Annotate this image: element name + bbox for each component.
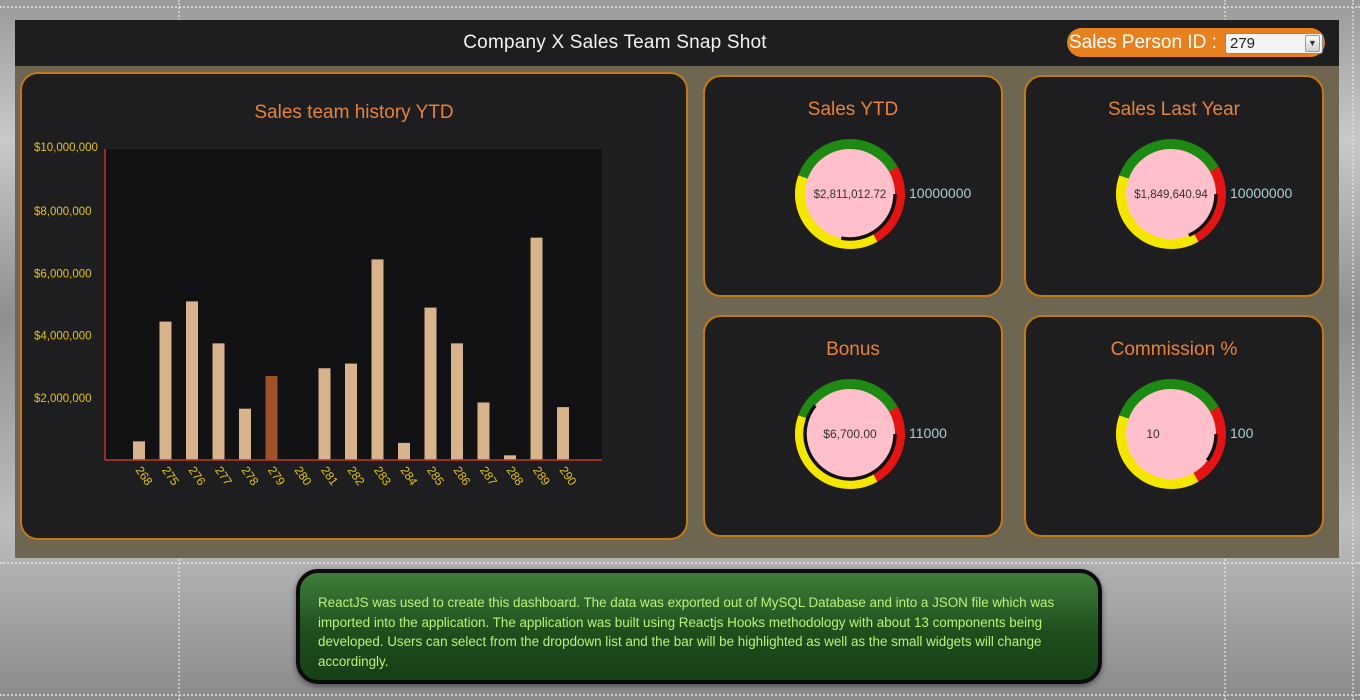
x-tick-label: 268 [133, 464, 156, 489]
sales-last-year-title: Sales Last Year [1107, 99, 1241, 120]
gauge-band-red [1193, 406, 1226, 482]
gauge-value-label: 10 [1146, 427, 1160, 441]
gauge-band-green [1119, 139, 1219, 179]
bar-286[interactable] [451, 343, 463, 460]
sales-ytd-title: Sales YTD [807, 99, 899, 120]
bar-285[interactable] [424, 307, 437, 460]
gauge-value-label: $2,811,012.72 [814, 189, 887, 201]
gauge-value-label: $1,849,640.94 [1134, 189, 1208, 201]
gauge-band-red [1193, 166, 1226, 242]
gauge-progress-arc [1205, 433, 1218, 462]
bar-279[interactable] [265, 376, 278, 460]
chevron-down-icon[interactable]: ▼ [1305, 35, 1320, 52]
bonus-title: Bonus [826, 339, 880, 360]
bar-284[interactable] [398, 442, 410, 460]
bar-268[interactable] [133, 441, 145, 460]
sales-ytd-gauge: $2,811,012.72 10000000 [795, 139, 972, 249]
bar-276[interactable] [186, 301, 198, 460]
x-tick-label: 285 [424, 464, 447, 489]
gauge-band-green [798, 139, 898, 179]
x-tick-label: 279 [265, 464, 288, 489]
sales-history-chart: 268 275 276 277 278 279 280 281 282 283 284 285 286 2… [34, 142, 602, 489]
gauge-band-green [1119, 379, 1219, 419]
gauge-progress-arc [1188, 193, 1218, 237]
gauge-band-green [798, 379, 898, 419]
bar-283[interactable] [371, 259, 384, 460]
gauge-band-yellow [795, 175, 878, 249]
x-tick-label: 289 [530, 464, 553, 489]
gauge-band-red [872, 406, 905, 482]
y-tick-label: $6,000,000 [34, 268, 92, 280]
gauge-max-label: 11000 [909, 425, 947, 441]
x-tick-label: 278 [239, 464, 262, 489]
dashboard: Company X Sales Team Snap Shot Sales Per… [15, 20, 1339, 558]
bar-288[interactable] [504, 455, 516, 460]
bar-275[interactable] [159, 321, 172, 460]
top-bar: Company X Sales Team Snap Shot Sales Per… [15, 20, 1339, 66]
x-tick-label: 284 [398, 464, 421, 489]
x-tick-label: 283 [371, 464, 394, 489]
gauge-band-yellow [795, 415, 878, 489]
commission-card: Commission % 10 100 [1024, 315, 1324, 537]
gauge-max-label: 10000000 [1230, 185, 1293, 201]
sales-history-card: Sales team history YTD 268 275 276 277 278 27… [20, 72, 688, 540]
x-tick-label: 275 [159, 464, 182, 489]
commission-gauge: 10 100 [1116, 379, 1254, 489]
commission-title: Commission % [1110, 339, 1238, 360]
x-tick-label: 280 [292, 464, 315, 489]
x-tick-label: 286 [451, 464, 474, 489]
bar-282[interactable] [345, 363, 357, 460]
x-tick-label: 287 [477, 464, 500, 489]
gauge-face [1121, 384, 1221, 484]
bar-289[interactable] [530, 237, 543, 460]
gauge-progress-arc [840, 193, 897, 241]
bar-287[interactable] [477, 402, 490, 460]
x-tick-label: 282 [345, 464, 368, 489]
gauge-progress-arc [803, 404, 897, 481]
bonus-card: Bonus $6,700.00 11000 [703, 315, 1003, 537]
gauge-band-red [872, 166, 905, 242]
gauge-max-label: 100 [1230, 425, 1254, 441]
x-tick-label: 288 [504, 464, 527, 489]
sales-last-year-gauge: $1,849,640.94 10000000 [1116, 139, 1293, 249]
gauge-face [1121, 144, 1221, 244]
y-tick-label: $2,000,000 [34, 393, 92, 405]
chart-title: Sales team history YTD [254, 102, 454, 123]
y-tick-label: $4,000,000 [34, 331, 92, 343]
gauge-value-label: $6,700.00 [823, 427, 877, 441]
sales-person-selected-value: 279 [1230, 35, 1256, 52]
description-text: ReactJS was used to create this dashboar… [318, 595, 1055, 669]
y-tick-label: $8,000,000 [34, 206, 92, 218]
bar-290[interactable] [557, 407, 569, 460]
x-tick-label: 277 [212, 464, 235, 489]
bar-278[interactable] [239, 408, 251, 460]
y-tick-label: $10,000,000 [34, 142, 98, 154]
sales-person-picker: Sales Person ID : 279 ▼ [1067, 28, 1325, 57]
gauge-face [800, 144, 900, 244]
x-tick-label: 281 [318, 464, 341, 489]
x-tick-label: 276 [186, 464, 209, 489]
gauge-max-label: 10000000 [909, 185, 972, 201]
sales-last-year-card: Sales Last Year $1,849,640.94 10000000 [1024, 75, 1324, 297]
gauge-band-yellow [1116, 175, 1199, 249]
sales-person-select[interactable]: 279 ▼ [1225, 33, 1323, 54]
bar-281[interactable] [318, 368, 331, 460]
bar-277[interactable] [212, 343, 225, 460]
page-title: Company X Sales Team Snap Shot [463, 32, 767, 53]
sales-ytd-card: Sales YTD $2,811,012.72 10000000 [703, 75, 1003, 297]
x-tick-label: 290 [557, 464, 580, 489]
gauge-band-yellow [1116, 415, 1199, 489]
gauge-face [800, 384, 900, 484]
description-panel: ReactJS was used to create this dashboar… [296, 569, 1102, 684]
bonus-gauge: $6,700.00 11000 [795, 379, 947, 489]
sales-person-label: Sales Person ID : [1069, 32, 1217, 53]
